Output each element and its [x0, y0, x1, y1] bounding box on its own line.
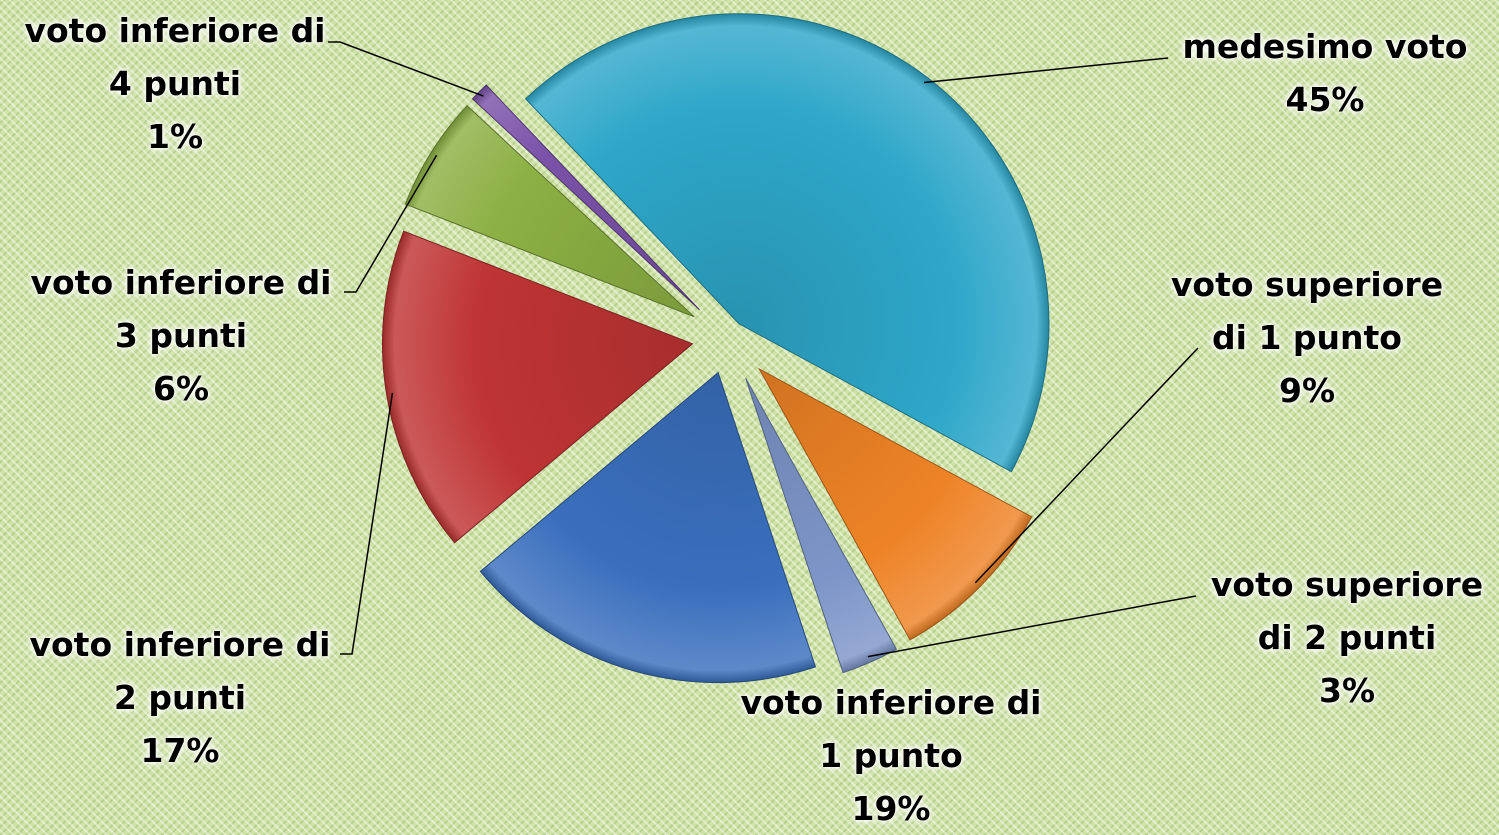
slice-label: medesimo voto 45%: [1160, 20, 1490, 126]
leader-line: [340, 392, 394, 655]
slice-label-text: voto inferiore di: [30, 263, 332, 302]
slice-label: voto inferiore di 3 punti 6%: [11, 256, 351, 415]
slice-label-text: di 2 punti: [1257, 618, 1437, 657]
slice-percent: 3%: [1318, 671, 1376, 710]
pie-slice: [479, 371, 817, 684]
slice-label: voto inferiore di 4 punti 1%: [5, 4, 345, 163]
pie-slice: [404, 105, 695, 318]
slice-percent: 19%: [851, 789, 931, 828]
slice-percent: 17%: [140, 731, 220, 770]
slice-label-text: voto superiore: [1210, 565, 1484, 604]
leader-line: [328, 41, 484, 97]
slice-label-text: di 1 punto: [1212, 318, 1402, 357]
slice-label-text: 1 punto: [819, 736, 963, 775]
slice-percent: 1%: [146, 117, 204, 156]
leader-line: [974, 347, 1199, 584]
slice-percent: 9%: [1278, 371, 1336, 410]
slice-label-text: voto inferiore di: [740, 683, 1042, 722]
pie-slice: [471, 84, 700, 311]
slice-label-text: 2 punti: [113, 678, 247, 717]
pie-slice: [524, 13, 1050, 473]
leader-line: [867, 595, 1197, 658]
slice-label: voto inferiore di 1 punto 19%: [721, 676, 1061, 835]
pie-slice: [745, 378, 898, 674]
slice-label-text: voto inferiore di: [24, 11, 326, 50]
slice-label: voto superiore di 2 punti 3%: [1192, 558, 1499, 717]
slice-label-text: voto inferiore di: [29, 625, 331, 664]
pie-slice: [758, 367, 1033, 641]
slice-label-text: voto superiore: [1170, 265, 1444, 304]
leader-line: [923, 57, 1169, 84]
slice-label: voto inferiore di 2 punti 17%: [10, 618, 350, 777]
slice-percent: 45%: [1285, 80, 1365, 119]
slice-percent: 6%: [152, 369, 210, 408]
slice-label: voto superiore di 1 punto 9%: [1152, 258, 1462, 417]
slice-label-text: 3 punti: [114, 316, 248, 355]
pie-slice: [381, 230, 694, 544]
leader-line: [344, 154, 438, 293]
slice-label-text: 4 punti: [108, 64, 242, 103]
slice-label-text: medesimo voto: [1182, 27, 1468, 66]
